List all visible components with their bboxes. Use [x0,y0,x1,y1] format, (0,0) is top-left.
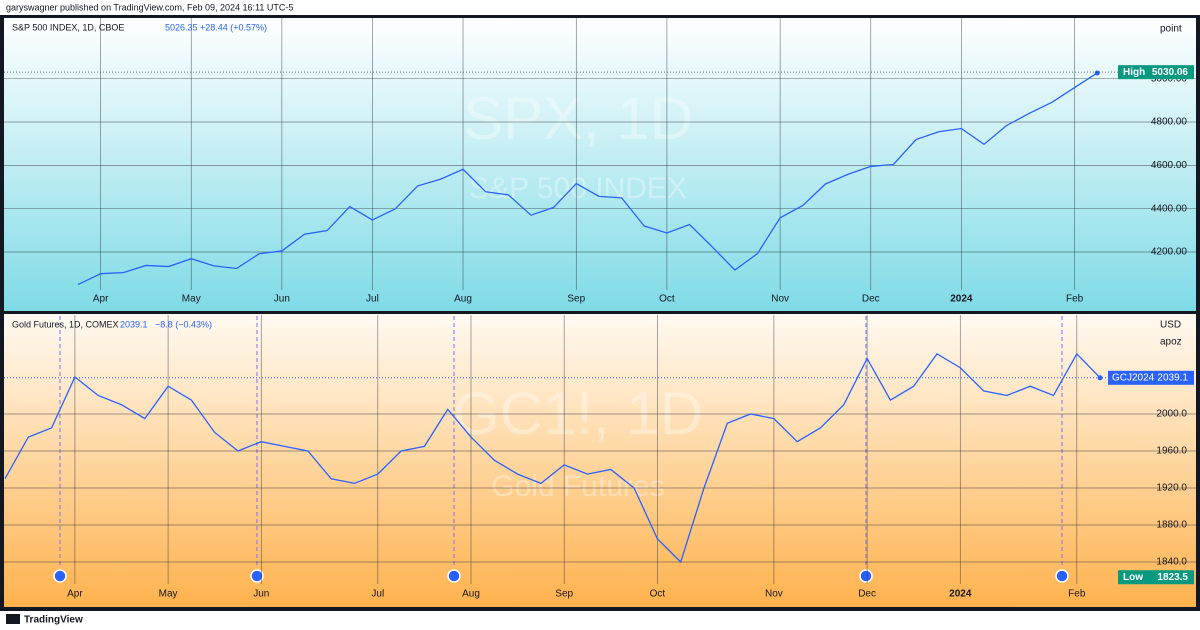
x-tick-label: May [159,589,178,600]
extreme-box [1118,570,1194,585]
x-tick-label: Oct [659,294,675,305]
y-tick-label: 1880.0 [1156,520,1187,531]
x-tick-label: Apr [93,294,109,305]
pane-top [4,18,1196,311]
extreme-box [1118,65,1194,80]
price-line [4,352,1101,564]
extreme-label: High [1123,67,1145,78]
legend-name: Gold Futures, 1D, COMEX [12,319,119,329]
y-tick-label: 4600.00 [1151,160,1188,171]
x-tick-label: Nov [771,294,789,305]
footer-brand: TradingView [24,615,83,626]
x-tick-label: Feb [1066,294,1084,305]
x-tick-label: Jun [253,589,269,600]
x-tick-label: Oct [650,589,666,600]
unit-label: point [1160,24,1182,35]
x-tick-label: Dec [858,589,876,600]
watermark-subtitle: S&P 500 INDEX [469,172,687,205]
last-point [1094,70,1100,76]
x-tick-label: Apr [67,589,83,600]
watermark: GC1!, 1D [453,380,703,447]
y-tick-label: 4200.00 [1151,247,1188,258]
event-markers [59,316,1063,568]
legend-last: 5026.35 [165,22,198,32]
x-tick-label: Jul [371,589,384,600]
x-tick-label: May [182,294,201,305]
y-tick-label: 1960.0 [1156,446,1187,457]
unit-label: USD [1160,320,1181,331]
extreme-label: Low [1123,572,1143,583]
legend-last: 2039.1 [120,319,148,329]
x-tick-label: 2024 [950,294,973,305]
event-icons [53,569,1069,583]
price-box [1108,370,1194,385]
extreme-value: 5030.06 [1152,67,1189,78]
x-tick-label: Feb [1068,589,1086,600]
x-tick-label: Aug [454,294,472,305]
unit-sub-label: apoz [1160,337,1182,348]
x-tick-label: Nov [765,589,783,600]
price-value: 2039.1 [1157,372,1188,383]
extreme-value: 1823.5 [1157,572,1188,583]
y-tick-label: 1920.0 [1156,483,1187,494]
y-tick-label: 4400.00 [1151,203,1188,214]
pane-bottom [4,314,1196,607]
watermark: SPX, 1D [463,85,693,152]
price-line [77,72,1098,286]
x-tick-label: Aug [462,589,480,600]
x-tick-label: Jul [366,294,379,305]
price-symbol: GCJ2024 [1112,372,1155,383]
legend-change: −8.8 (−0.43%) [155,319,212,329]
x-tick-label: Sep [555,589,573,600]
x-tick-label: Sep [567,294,585,305]
x-tick-label: 2024 [949,589,972,600]
y-tick-label: 4800.00 [1151,117,1188,128]
x-tick-label: Dec [862,294,880,305]
header: garyswagner published on TradingView.com… [6,2,293,12]
logo [6,614,20,624]
y-tick-label: 1840.0 [1156,557,1187,568]
legend-name: S&P 500 INDEX, 1D, CBOE [12,22,124,32]
legend-change: +28.44 (+0.57%) [200,22,267,32]
y-tick-label: 2000.0 [1156,409,1187,420]
x-tick-label: Jun [274,294,290,305]
last-point [1097,375,1103,381]
